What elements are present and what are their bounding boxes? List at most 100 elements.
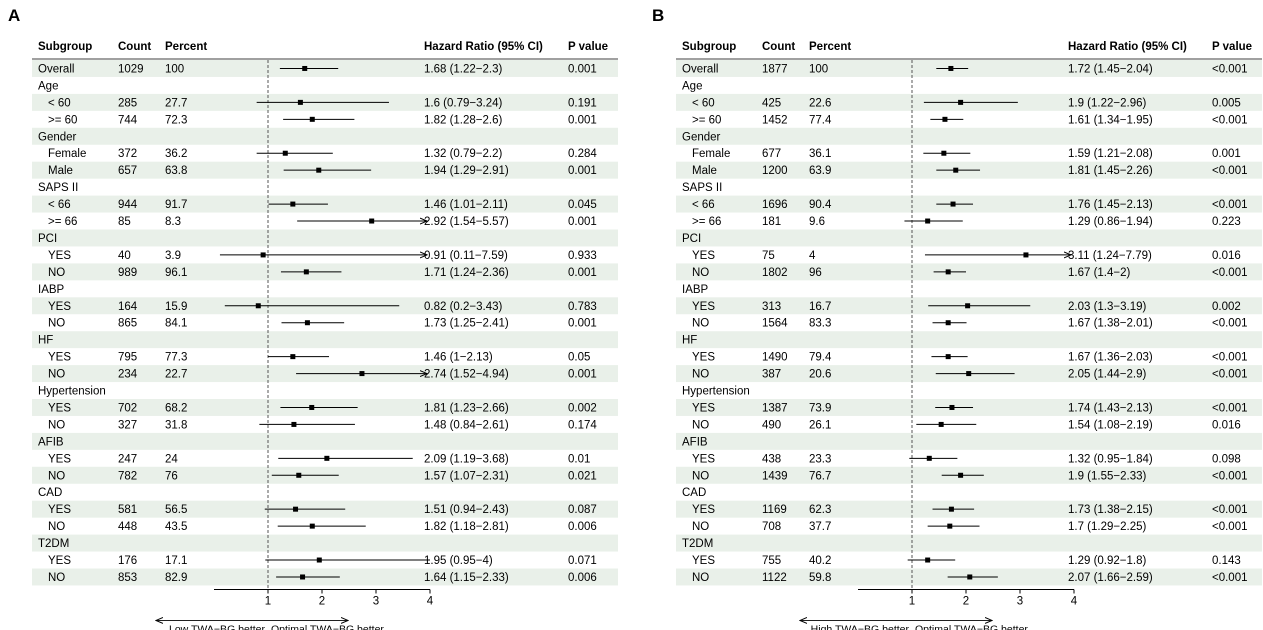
p-value: 0.191 [568, 97, 597, 109]
hr-point [938, 421, 944, 427]
hazard-ratio-value: 1.29 (0.86−1.94) [1068, 216, 1153, 228]
group-row: AFIB [682, 436, 708, 448]
count-value: 1029 [118, 63, 144, 75]
x-tick-label: 2 [963, 595, 969, 607]
subgroup-row: Female 677 36.1 1.59 (1.21−2.08) 0.001 [692, 148, 1241, 160]
count-value: 795 [118, 352, 137, 364]
hazard-ratio-value: 2.05 (1.44−2.9) [1068, 369, 1146, 381]
hazard-ratio-value: 1.54 (1.08−2.19) [1068, 419, 1153, 431]
p-value: 0.01 [568, 453, 590, 465]
panel-letter: B [652, 6, 665, 25]
hr-point [303, 269, 309, 275]
hazard-ratio-value: 1.32 (0.95−1.84) [1068, 453, 1153, 465]
subgroup-label: NO [48, 369, 65, 381]
p-value: <0.001 [1212, 165, 1248, 177]
subgroup-label: NO [692, 267, 709, 279]
count-value: 247 [118, 453, 137, 465]
subgroup-label: PCI [38, 233, 57, 245]
hazard-ratio-value: 1.82 (1.18−2.81) [424, 521, 509, 533]
header-percent: Percent [165, 41, 207, 53]
percent-value: 3.9 [165, 250, 181, 262]
subgroup-row: NO 327 31.8 1.48 (0.84−2.61) 0.174 [48, 419, 597, 431]
row-stripe [32, 229, 618, 247]
p-value: <0.001 [1212, 521, 1248, 533]
direction-label-left: High TWA−BG better [811, 623, 910, 630]
subgroup-row: YES 755 40.2 1.29 (0.92−1.8) 0.143 [692, 555, 1241, 567]
subgroup-label: T2DM [38, 538, 69, 550]
subgroup-label: IABP [38, 284, 65, 296]
subgroup-row: Overall 1029 100 1.68 (1.22−2.3) 0.001 [38, 63, 597, 75]
count-value: 1169 [762, 504, 787, 516]
subgroup-row: < 60 425 22.6 1.9 (1.22−2.96) 0.005 [692, 97, 1241, 109]
percent-value: 40.2 [809, 555, 831, 567]
subgroup-label: >= 60 [48, 114, 77, 126]
hr-point [309, 404, 315, 410]
header-hazard-ratio: Hazard Ratio (95% CI) [1068, 41, 1187, 53]
row-stripe [32, 534, 618, 552]
hr-point [290, 354, 296, 360]
subgroup-label: CAD [682, 487, 706, 499]
count-value: 387 [762, 369, 781, 381]
subgroup-label: < 60 [692, 97, 715, 109]
percent-value: 83.3 [809, 318, 831, 330]
p-value: 0.006 [568, 521, 597, 533]
count-value: 1439 [762, 470, 788, 482]
hr-point [309, 116, 315, 122]
count-value: 865 [118, 318, 137, 330]
row-stripe [676, 60, 1262, 77]
subgroup-label: NO [48, 521, 65, 533]
count-value: 657 [118, 165, 137, 177]
header-p-value: P value [568, 41, 608, 53]
subgroup-label: Hypertension [682, 386, 750, 398]
hr-point [304, 320, 310, 326]
p-value: 0.05 [568, 352, 590, 364]
hr-point [950, 201, 956, 207]
group-row: AFIB [38, 436, 64, 448]
percent-value: 4 [809, 250, 816, 262]
hazard-ratio-value: 1.81 (1.45−2.26) [1068, 165, 1153, 177]
subgroup-label: NO [692, 419, 709, 431]
count-value: 372 [118, 148, 137, 160]
hazard-ratio-value: 1.72 (1.45−2.04) [1068, 63, 1153, 75]
group-row: HF [682, 335, 697, 347]
subgroup-row: NO 490 26.1 1.54 (1.08−2.19) 0.016 [692, 419, 1241, 431]
subgroup-label: NO [692, 369, 709, 381]
subgroup-row: YES 581 56.5 1.51 (0.94−2.43) 0.087 [48, 504, 597, 516]
subgroup-row: YES 40 3.9 0.91 (0.11−7.59) 0.933 [48, 250, 597, 262]
row-stripe [676, 263, 1262, 281]
p-value: 0.001 [568, 114, 597, 126]
subgroup-row: YES 438 23.3 1.32 (0.95−1.84) 0.098 [692, 453, 1241, 465]
count-value: 989 [118, 267, 137, 279]
subgroup-row: YES 1169 62.3 1.73 (1.38−2.15) <0.001 [692, 504, 1248, 516]
group-row: SAPS II [38, 182, 78, 194]
p-value: 0.002 [568, 402, 597, 414]
count-value: 448 [118, 521, 137, 533]
subgroup-row: NO 387 20.6 2.05 (1.44−2.9) <0.001 [692, 369, 1248, 381]
header-p-value: P value [1212, 41, 1252, 53]
subgroup-label: NO [692, 572, 709, 584]
count-value: 1802 [762, 267, 788, 279]
count-value: 1452 [762, 114, 788, 126]
p-value: <0.001 [1212, 199, 1248, 211]
p-value: 0.001 [568, 216, 597, 228]
direction-label-right: Optimal TWA−BG better [915, 623, 1028, 630]
subgroup-label: YES [48, 453, 71, 465]
hr-point [926, 455, 932, 461]
count-value: 755 [762, 555, 781, 567]
p-value: <0.001 [1212, 470, 1248, 482]
row-stripe [676, 229, 1262, 247]
subgroup-label: YES [48, 402, 71, 414]
hazard-ratio-value: 1.57 (1.07−2.31) [424, 470, 509, 482]
header-subgroup: Subgroup [38, 41, 92, 53]
hazard-ratio-value: 1.61 (1.34−1.95) [1068, 114, 1153, 126]
subgroup-row: YES 247 24 2.09 (1.19−3.68) 0.01 [48, 453, 590, 465]
hr-point [958, 99, 964, 105]
subgroup-row: Female 372 36.2 1.32 (0.79−2.2) 0.284 [48, 148, 597, 160]
subgroup-row: >= 66 85 8.3 2.92 (1.54−5.57) 0.001 [48, 216, 597, 228]
subgroup-label: CAD [38, 487, 62, 499]
hr-point [255, 303, 261, 309]
percent-value: 22.7 [165, 369, 187, 381]
panel-letter: A [8, 6, 21, 25]
subgroup-label: Gender [682, 131, 721, 143]
p-value: 0.005 [1212, 97, 1241, 109]
